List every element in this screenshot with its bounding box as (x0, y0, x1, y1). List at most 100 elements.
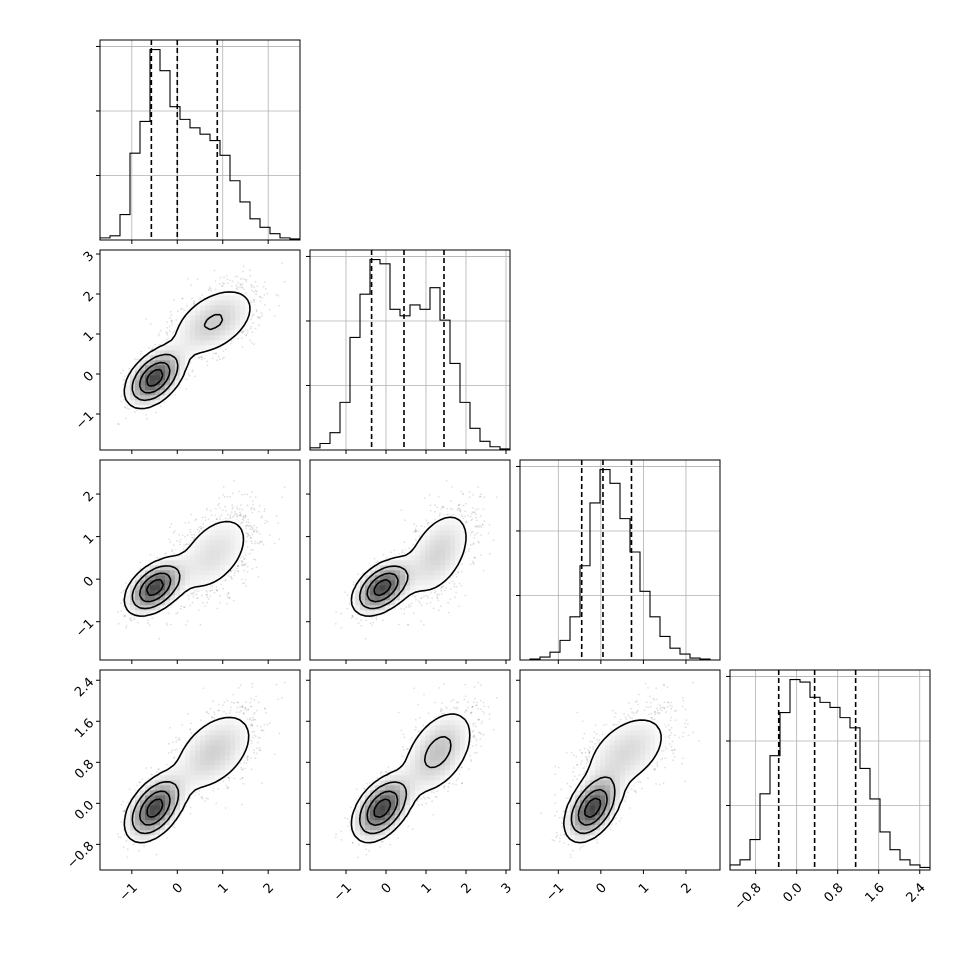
density-cell (235, 305, 241, 311)
scatter-point (253, 524, 256, 527)
scatter-point (169, 316, 172, 319)
scatter-point (217, 355, 220, 358)
scatter-point (215, 352, 218, 355)
scatter-point (249, 269, 251, 272)
scatter-point (205, 591, 208, 593)
scatter-point (133, 411, 136, 414)
scatter-point (255, 531, 258, 533)
scatter-point (264, 303, 266, 306)
density-cell (225, 295, 231, 301)
scatter-point (236, 506, 239, 508)
scatter-point (278, 304, 281, 307)
scatter-point (252, 313, 255, 316)
density-cell (185, 350, 191, 356)
scatter-point (218, 601, 221, 604)
scatter-point (255, 526, 258, 529)
scatter-point (263, 510, 266, 513)
scatter-point (224, 348, 227, 350)
scatter-point (249, 496, 252, 499)
scatter-point (159, 329, 162, 332)
scatter-point (251, 491, 253, 493)
scatter-point (258, 542, 261, 545)
scatter-point (206, 364, 209, 367)
density-cell (225, 335, 231, 341)
scatter-point (245, 540, 248, 542)
scatter-point (222, 350, 225, 352)
scatter-point (242, 330, 245, 333)
scatter-point (231, 507, 234, 510)
scatter-point (250, 549, 253, 551)
scatter-point (250, 325, 253, 328)
scatter-point (254, 327, 257, 330)
scatter-point (167, 337, 170, 339)
scatter-point (154, 411, 157, 414)
scatter-point (275, 293, 278, 296)
scatter-point (175, 612, 178, 615)
scatter-point (173, 530, 176, 532)
density-cell (150, 380, 156, 386)
scatter-point (243, 278, 246, 280)
scatter-point (172, 299, 175, 301)
scatter-point (218, 283, 221, 285)
scatter-point (263, 293, 266, 296)
density-cell (185, 335, 191, 341)
density-cell (220, 295, 226, 301)
scatter-point (120, 610, 123, 613)
scatter-point (241, 346, 244, 349)
scatter-point (254, 540, 257, 543)
scatter-point (136, 358, 139, 361)
density-cell (250, 305, 256, 311)
scatter-point (204, 516, 207, 518)
scatter-point (195, 593, 198, 596)
histogram-0 (99, 48, 300, 240)
scatter-point (223, 276, 225, 279)
density-cell (195, 335, 201, 341)
scatter-point (234, 275, 237, 278)
scatter-point (130, 619, 133, 622)
density-cell (200, 335, 206, 341)
density-cell (205, 310, 211, 316)
scatter-point (222, 486, 225, 488)
scatter-point (211, 589, 214, 591)
scatter-point (253, 558, 255, 561)
density-cell (230, 305, 236, 311)
scatter-point (241, 331, 244, 333)
scatter-point (193, 300, 196, 303)
scatter-point (216, 504, 219, 507)
scatter-point (246, 565, 249, 568)
density-cell (225, 330, 231, 336)
scatter-point (241, 286, 243, 288)
density-cell (180, 325, 186, 331)
scatter-point (196, 528, 199, 531)
scatter-point (234, 512, 237, 515)
scatter-point (262, 285, 265, 288)
scatter-point (213, 269, 216, 272)
scatter-point (251, 341, 253, 344)
scatter-point (262, 543, 265, 546)
scatter-point (128, 617, 131, 620)
scatter-point (185, 388, 188, 390)
scatter-point (169, 541, 172, 544)
density-cell (180, 365, 186, 371)
scatter-point (258, 510, 260, 513)
scatter-point (147, 346, 150, 349)
scatter-point (244, 516, 247, 519)
scatter-point (253, 530, 256, 533)
density-cell (235, 315, 241, 321)
density-cell (220, 300, 226, 306)
scatter-point (226, 282, 229, 285)
scatter-point (281, 262, 284, 265)
density-cell (200, 305, 206, 311)
y-tick-label: −1 (73, 409, 97, 433)
density-cell (190, 320, 196, 326)
scatter-point (261, 541, 264, 543)
scatter-point (258, 504, 261, 507)
scatter-point (250, 318, 253, 320)
density-cell (185, 330, 191, 336)
scatter-point (169, 623, 172, 626)
scatter-point (169, 526, 171, 529)
scatter-point (231, 504, 234, 506)
scatter-point (255, 310, 258, 313)
scatter-point (210, 287, 212, 290)
